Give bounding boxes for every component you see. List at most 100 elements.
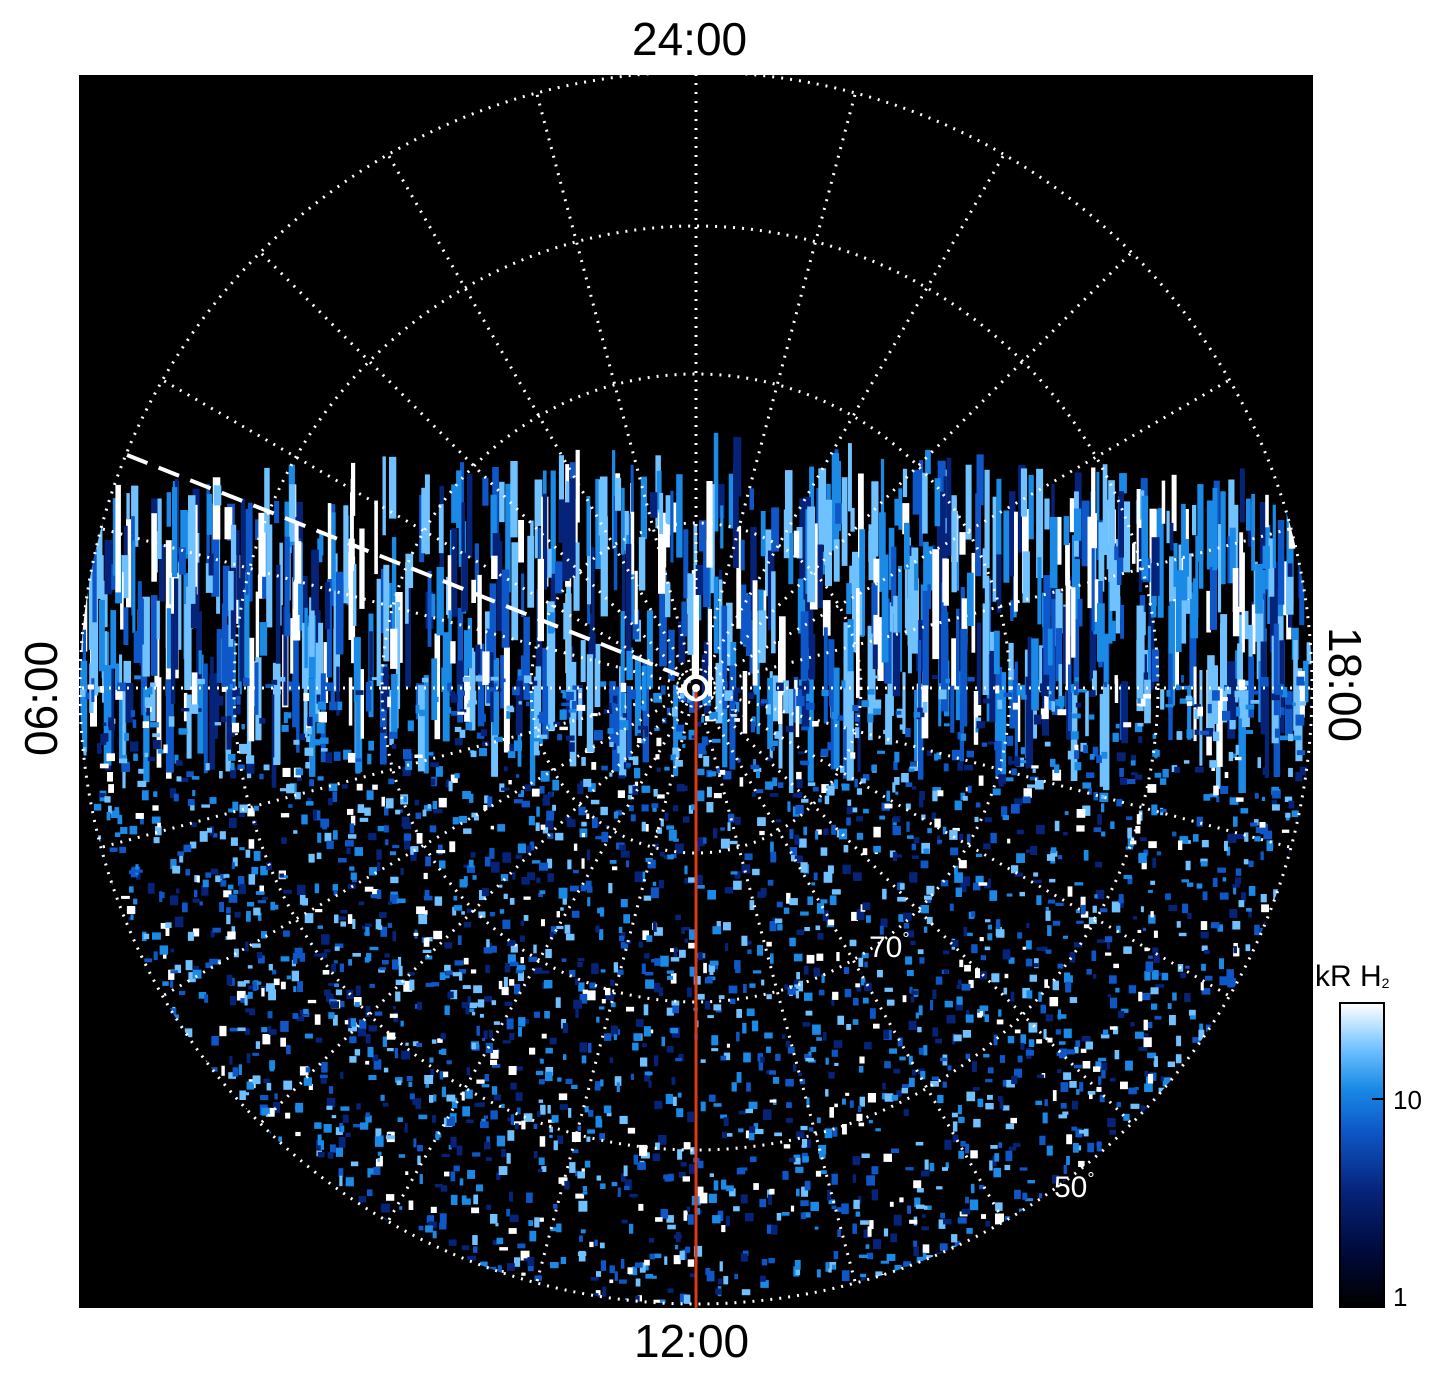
emission-speckle [99, 878, 104, 887]
emission-streak [951, 495, 957, 593]
emission-speckle [930, 1081, 939, 1087]
emission-speckle [712, 926, 722, 935]
emission-streak [1044, 693, 1049, 719]
emission-speckle [364, 886, 374, 892]
emission-speckle [720, 827, 725, 831]
emission-speckle [539, 1305, 545, 1308]
emission-streak [174, 578, 179, 670]
emission-speckle [953, 1248, 959, 1259]
emission-streak [548, 631, 556, 731]
emission-speckle [206, 1087, 215, 1093]
emission-speckle [1286, 1169, 1292, 1180]
emission-speckle [390, 891, 398, 897]
emission-speckle [1096, 1279, 1102, 1283]
emission-speckle [1029, 974, 1037, 982]
emission-speckle [320, 818, 330, 828]
emission-speckle [1296, 958, 1301, 967]
emission-speckle [1087, 1270, 1095, 1276]
emission-speckle [429, 825, 437, 833]
emission-speckle [405, 1171, 409, 1175]
emission-speckle [886, 999, 895, 1006]
emission-speckle [365, 1115, 372, 1123]
emission-speckle [1193, 1303, 1197, 1304]
emission-speckle [1088, 1247, 1097, 1251]
emission-speckle [1136, 814, 1141, 825]
emission-streak [1312, 658, 1313, 691]
emission-streak [1187, 685, 1192, 740]
emission-speckle [308, 853, 315, 863]
emission-speckle [1048, 700, 1053, 711]
emission-speckle [453, 905, 463, 911]
emission-streak [630, 464, 634, 551]
emission-speckle [1066, 1227, 1074, 1231]
emission-speckle [401, 816, 410, 828]
emission-speckle [228, 1224, 237, 1234]
emission-speckle [195, 1224, 200, 1235]
emission-speckle [782, 1034, 786, 1039]
emission-speckle [86, 1133, 94, 1143]
emission-streak [664, 524, 670, 548]
emission-streak [852, 551, 860, 653]
emission-speckle [668, 1173, 674, 1182]
emission-speckle [400, 868, 404, 875]
emission-speckle [114, 1191, 122, 1199]
emission-speckle [734, 687, 741, 694]
emission-speckle [827, 865, 834, 874]
emission-streak [902, 503, 910, 535]
emission-streak [123, 607, 129, 645]
emission-speckle [1180, 972, 1186, 979]
emission-speckle [769, 1188, 775, 1195]
emission-speckle [1186, 701, 1193, 706]
emission-streak [758, 589, 764, 612]
emission-speckle [897, 896, 906, 902]
emission-speckle [386, 1032, 396, 1040]
emission-speckle [253, 1231, 259, 1236]
emission-streak [927, 584, 931, 609]
emission-streak [721, 605, 728, 710]
emission-speckle [1129, 1307, 1138, 1308]
longitude-spoke [535, 92, 698, 689]
emission-streak [828, 639, 835, 686]
emission-speckle [204, 1136, 210, 1146]
emission-speckle [577, 1251, 587, 1256]
emission-speckle [689, 1164, 698, 1174]
emission-streak [938, 642, 942, 727]
emission-speckle [985, 1221, 991, 1227]
emission-speckle [1262, 1254, 1266, 1259]
emission-streak [1179, 570, 1188, 601]
emission-speckle [954, 1241, 961, 1250]
emission-speckle [1103, 681, 1107, 688]
emission-speckle [609, 1265, 615, 1274]
emission-streak [239, 578, 244, 682]
emission-streak [475, 644, 481, 674]
emission-speckle [994, 1153, 1000, 1162]
emission-speckle [917, 1026, 922, 1033]
latitude-circle [529, 521, 863, 855]
emission-speckle [294, 792, 301, 800]
emission-speckle [534, 1217, 540, 1228]
emission-speckle [470, 690, 477, 702]
emission-streak [424, 474, 430, 555]
emission-speckle [957, 1217, 967, 1224]
emission-speckle [1200, 931, 1209, 939]
emission-speckle [1158, 1102, 1162, 1107]
emission-speckle [883, 729, 887, 735]
emission-speckle [109, 1108, 119, 1119]
emission-speckle [899, 1056, 906, 1061]
emission-speckle [403, 833, 412, 841]
emission-streak [534, 479, 543, 527]
emission-speckle [257, 1260, 262, 1271]
emission-speckle [894, 751, 900, 763]
emission-speckle [704, 1001, 711, 1010]
emission-speckle [1150, 880, 1156, 885]
emission-speckle [640, 1057, 648, 1067]
emission-speckle [1072, 1100, 1078, 1110]
emission-speckle [1208, 679, 1214, 686]
emission-speckle [293, 986, 297, 993]
emission-speckle [1235, 877, 1242, 885]
emission-speckle [740, 1253, 748, 1262]
emission-speckle [298, 1254, 302, 1261]
emission-speckle [1045, 1014, 1054, 1022]
emission-speckle [91, 1099, 100, 1104]
emission-speckle [977, 1098, 984, 1108]
